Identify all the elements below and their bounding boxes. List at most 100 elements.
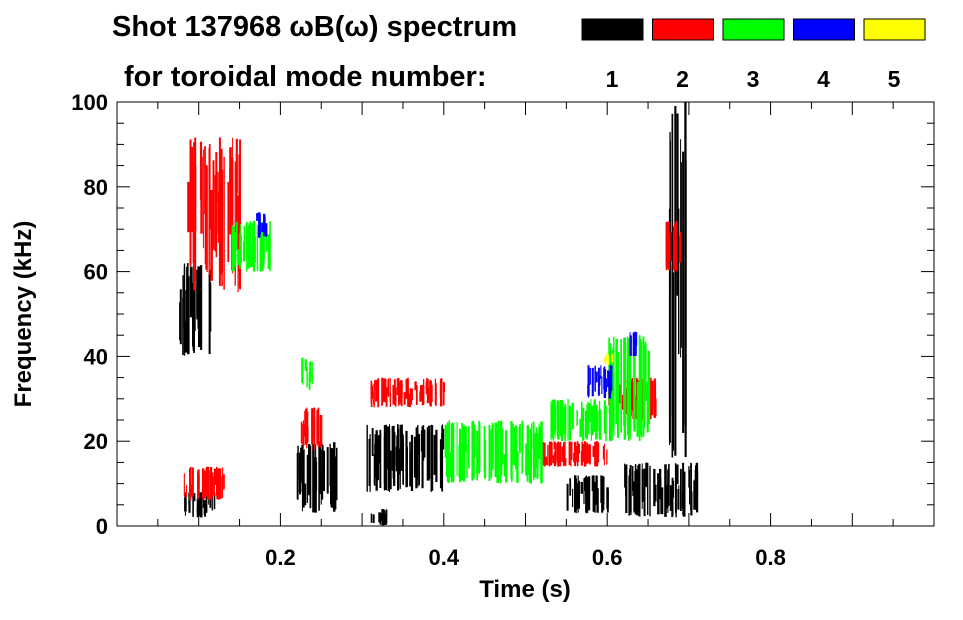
spectral-streak [477,442,479,470]
spectral-streak [214,468,217,485]
spectral-streak [694,480,697,504]
spectral-streak [235,244,237,265]
spectral-streak [645,462,648,488]
spectral-streak [377,435,380,464]
spectral-streak [261,225,264,271]
spectral-streak [297,462,299,500]
spectral-streak [306,454,308,503]
spectral-streak [568,441,571,466]
series-n1-region-4 [370,509,388,526]
spectral-streak [499,427,502,484]
spectral-streak [389,378,391,402]
spectral-streak [336,447,338,501]
spectral-streak [450,423,453,483]
spectral-streak [431,425,434,491]
spectral-streak [693,480,696,510]
series-n1 [179,102,699,526]
spectral-streak [397,444,399,478]
spectral-streak [370,382,373,404]
spectral-streak [587,401,589,435]
spectral-streak [373,454,375,485]
spectral-streak [676,464,679,485]
spectral-streak [192,493,194,517]
spectral-streak [672,226,676,271]
series-n1-region-3 [366,424,445,492]
spectral-streak [418,433,421,455]
spectral-streak [319,443,322,495]
spectral-streak [304,359,307,371]
spectral-streak [463,442,466,469]
spectral-streak [619,384,621,404]
spectral-streak [567,399,569,441]
spectral-streak [191,146,194,232]
spectral-streak [588,476,591,511]
spectral-streak [591,475,593,491]
spectral-streak [582,407,585,441]
spectral-streak [626,360,629,414]
spectral-streak [428,425,431,479]
y-axis: 0 20 40 60 80 100 [71,90,934,539]
series-n4 [256,212,638,399]
spectral-streak [574,475,577,513]
spectral-streak [568,405,572,441]
spectral-streak [223,156,225,290]
spectral-streak [611,353,614,363]
spectral-streak [612,347,614,425]
spectral-streak [586,444,589,464]
spectral-streak [696,470,699,513]
spectral-streak [636,469,639,516]
spectral-streak [690,491,693,516]
series-n2-region-4 [542,441,608,467]
spectral-streak [603,357,606,363]
spectral-streak [267,239,270,266]
spectral-streak [182,275,184,355]
spectral-streak [269,221,271,272]
spectral-streak [200,492,203,518]
spectral-streak [309,361,311,377]
series-n3-region-3 [550,399,607,442]
spectral-streak [189,139,192,266]
spectral-streak [594,365,596,392]
spectral-streak [395,387,397,407]
axes: 0.2 0.4 0.6 0.8 0 20 40 60 80 100 [71,90,934,570]
spectral-streak [594,481,596,513]
spectral-streak [577,443,579,462]
spectral-streak [535,432,537,469]
spectral-streak [682,462,685,508]
spectral-streak [189,468,192,501]
spectral-streak [399,381,401,403]
spectral-streak [216,485,219,500]
series-n2-region-6 [665,220,682,272]
spectral-streak [557,441,560,465]
spectral-streak [401,383,403,398]
spectral-streak [564,403,567,442]
spectral-streak [576,441,579,467]
spectral-streak [602,476,605,505]
spectral-streak [394,432,396,466]
spectral-streak [205,493,208,513]
spectral-streak [187,263,189,354]
series-n2-region-2 [300,407,323,450]
legend-swatch-2 [652,18,714,41]
spectral-streak [642,336,645,437]
spectral-streak [669,140,671,443]
spectral-streak [610,373,612,394]
y-tick-label: 60 [84,260,108,285]
spectral-streak [383,425,386,491]
spectral-streak [415,385,418,405]
spectral-streak [674,463,677,512]
spectral-streak [393,379,396,406]
legend-label-1: 1 [606,66,619,92]
spectral-streak [296,453,298,500]
spectral-streak [304,411,306,437]
spectral-streak [183,268,185,299]
spectral-streak [490,432,493,477]
spectral-streak [476,444,478,480]
series-n4-region-0 [256,212,268,238]
spectral-streak [494,436,497,478]
spectral-streak [223,474,225,490]
spectral-streak [579,418,582,438]
spectral-streak [197,469,200,497]
spectral-streak [398,389,401,405]
spectral-streak [433,434,436,475]
